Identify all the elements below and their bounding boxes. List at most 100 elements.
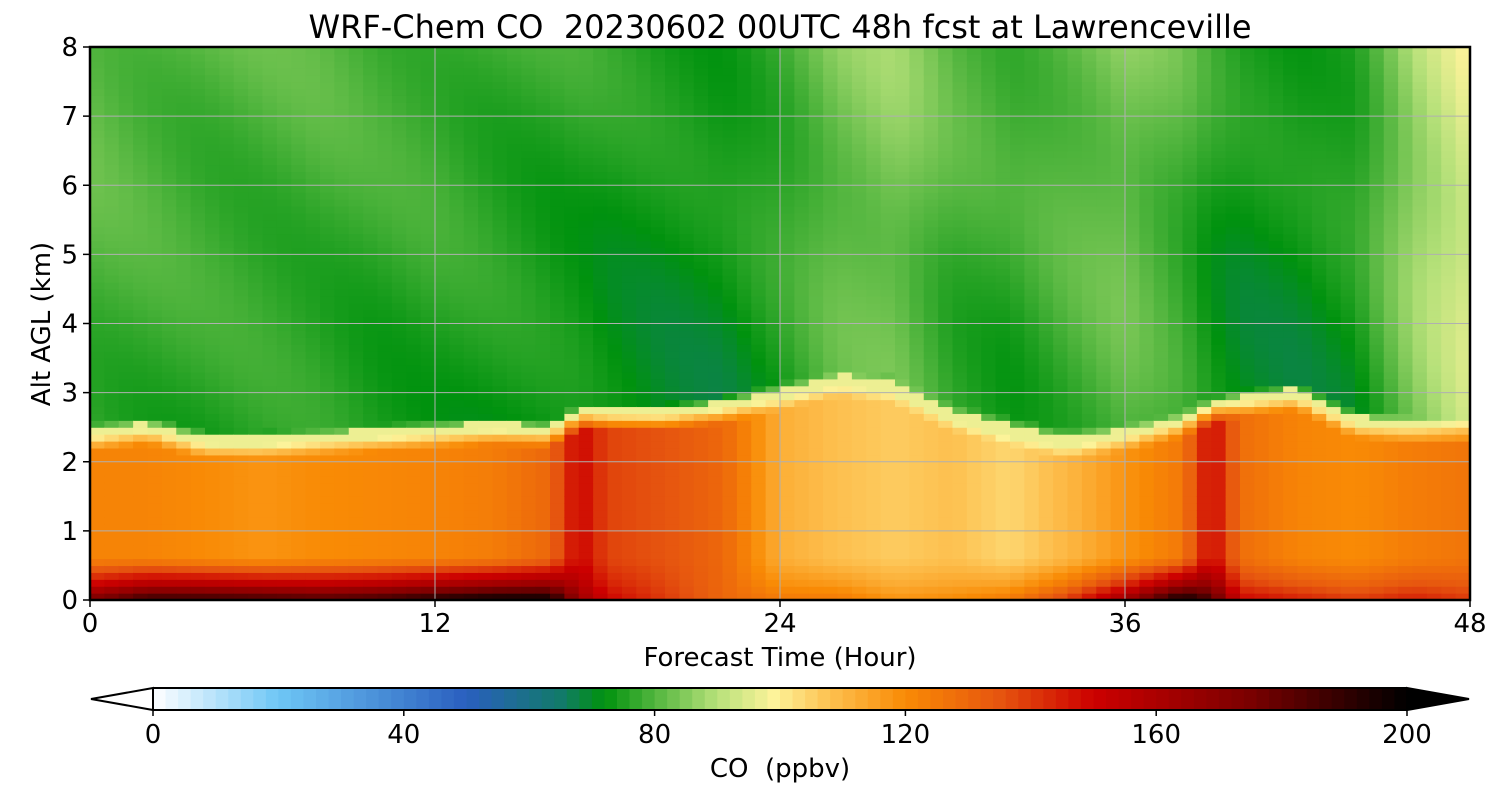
field-cell <box>492 337 508 345</box>
field-cell <box>262 268 278 276</box>
field-cell <box>334 496 350 504</box>
field-cell <box>866 593 882 600</box>
field-cell <box>133 344 149 352</box>
field-cell <box>722 330 738 338</box>
field-cell <box>363 95 379 103</box>
field-cell <box>780 358 795 366</box>
field-cell <box>722 586 738 594</box>
field-cell <box>621 558 637 567</box>
field-cell <box>765 205 781 214</box>
field-cell <box>406 171 422 179</box>
field-cell <box>679 413 695 421</box>
field-cell <box>420 88 436 96</box>
field-cell <box>679 496 695 504</box>
field-cell <box>665 489 680 497</box>
field-cell <box>118 219 134 228</box>
field-cell <box>851 420 867 428</box>
field-cell <box>521 302 537 311</box>
field-cell <box>463 572 479 580</box>
field-cell <box>938 192 954 200</box>
field-cell <box>435 337 450 345</box>
field-cell <box>837 427 853 435</box>
field-cell <box>248 282 264 290</box>
field-cell <box>147 185 163 193</box>
field-cell <box>506 392 522 401</box>
field-cell <box>377 392 393 401</box>
field-cell <box>492 116 508 124</box>
field-cell <box>363 572 379 580</box>
field-cell <box>133 275 149 283</box>
field-cell <box>176 530 192 539</box>
field-cell <box>535 572 551 580</box>
field-cell <box>722 150 738 159</box>
field-cell <box>90 420 105 428</box>
co-concentration-field <box>90 47 1470 600</box>
field-cell <box>118 95 134 103</box>
field-cell <box>851 95 867 103</box>
field-cell <box>435 427 450 435</box>
field-cell <box>363 537 379 546</box>
field-cell <box>147 261 163 269</box>
field-cell <box>895 67 910 76</box>
field-cell <box>147 558 163 567</box>
field-cell <box>693 247 709 255</box>
field-cell <box>665 420 680 428</box>
field-cell <box>161 447 177 456</box>
field-cell <box>262 178 278 186</box>
field-cell <box>751 288 767 297</box>
field-cell <box>780 503 795 511</box>
field-cell <box>291 226 307 235</box>
field-cell <box>780 268 795 276</box>
field-cell <box>391 316 407 325</box>
field-cell <box>348 302 364 311</box>
field-cell <box>880 406 896 414</box>
field-cell <box>478 129 494 138</box>
field-cell <box>334 323 350 332</box>
field-cell <box>693 309 709 318</box>
field-cell <box>909 406 925 414</box>
field-cell <box>564 95 580 103</box>
field-cell <box>823 247 839 255</box>
field-cell <box>650 351 666 359</box>
field-cell <box>665 88 680 96</box>
field-cell <box>578 212 594 221</box>
field-cell <box>650 116 666 124</box>
field-cell <box>348 192 364 200</box>
field-cell <box>147 447 163 456</box>
field-cell <box>607 116 623 124</box>
field-cell <box>722 392 738 401</box>
field-cell <box>722 95 738 103</box>
field-cell <box>334 558 350 567</box>
field-cell <box>665 67 680 76</box>
field-cell <box>909 337 925 345</box>
field-cell <box>205 454 220 463</box>
field-cell <box>334 88 350 96</box>
field-cell <box>665 185 680 193</box>
field-cell <box>248 205 264 214</box>
field-cell <box>118 406 134 414</box>
field-cell <box>535 323 551 332</box>
field-cell <box>938 261 954 269</box>
field-cell <box>104 288 120 297</box>
field-cell <box>880 123 896 131</box>
field-cell <box>391 413 407 421</box>
field-cell <box>463 226 479 235</box>
field-cell <box>348 309 364 318</box>
field-cell <box>420 219 436 228</box>
field-cell <box>851 74 867 83</box>
field-cell <box>952 247 968 255</box>
field-cell <box>463 240 479 249</box>
field-cell <box>952 185 968 193</box>
field-cell <box>780 157 795 166</box>
field-cell <box>895 254 910 262</box>
field-cell <box>104 593 120 600</box>
field-cell <box>564 503 580 511</box>
field-cell <box>823 219 839 228</box>
field-cell <box>679 261 695 269</box>
field-cell <box>751 171 767 179</box>
field-cell <box>506 427 522 435</box>
field-cell <box>909 219 925 228</box>
field-cell <box>406 219 422 228</box>
field-cell <box>420 288 436 297</box>
field-cell <box>823 233 839 242</box>
